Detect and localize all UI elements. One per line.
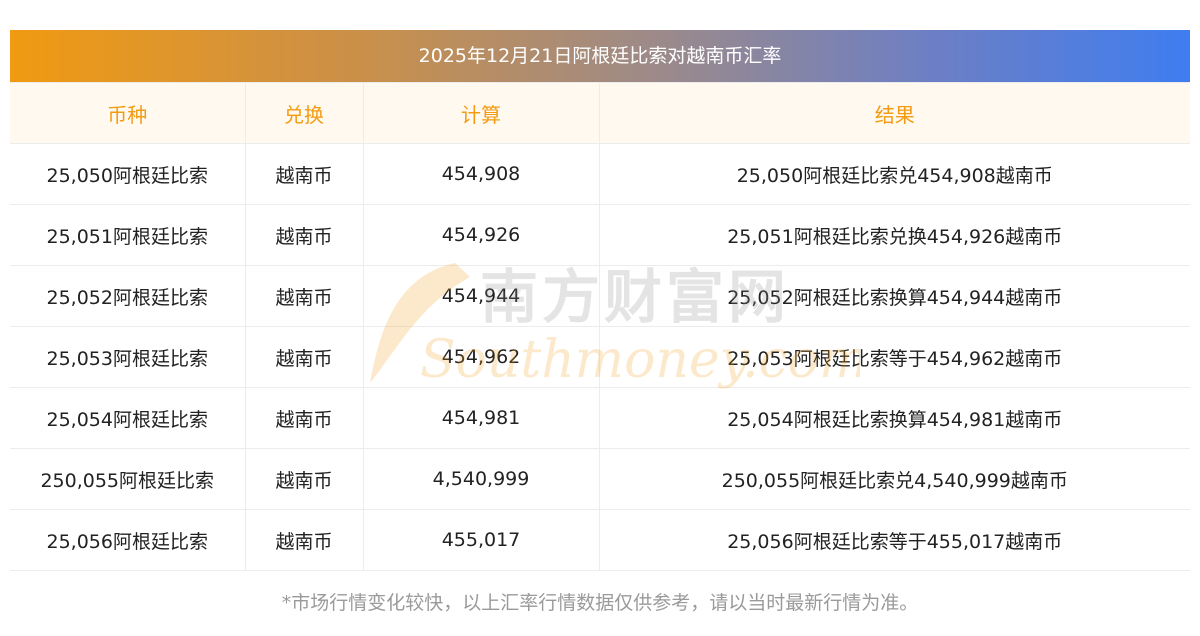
cell-currency: 25,054阿根廷比索	[10, 387, 246, 449]
cell-currency: 25,051阿根廷比索	[10, 204, 246, 266]
table-row: 25,054阿根廷比索 越南币 454,981 25,054阿根廷比索换算454…	[10, 387, 1190, 449]
cell-result: 25,054阿根廷比索换算454,981越南币	[598, 387, 1190, 449]
cell-calculation: 454,926	[362, 204, 600, 266]
table-row: 250,055阿根廷比索 越南币 4,540,999 250,055阿根廷比索兑…	[10, 448, 1190, 510]
cell-currency: 25,050阿根廷比索	[10, 143, 246, 205]
footnote-disclaimer: *市场行情变化较快，以上汇率行情数据仅供参考，请以当时最新行情为准。	[281, 592, 919, 614]
cell-result: 250,055阿根廷比索兑4,540,999越南币	[598, 448, 1190, 510]
cell-result: 25,050阿根廷比索兑454,908越南币	[598, 143, 1190, 205]
table-row: 25,050阿根廷比索 越南币 454,908 25,050阿根廷比索兑454,…	[10, 143, 1190, 205]
cell-calculation: 454,944	[362, 265, 600, 327]
cell-calculation: 454,962	[362, 326, 600, 388]
exchange-rate-table: 币种 兑换 计算 结果 25,050阿根廷比索 越南币 454,908 25,0…	[10, 82, 1190, 571]
cell-exchange: 越南币	[244, 143, 364, 205]
header-exchange: 兑换	[244, 82, 364, 144]
cell-calculation: 455,017	[362, 509, 600, 571]
cell-calculation: 4,540,999	[362, 448, 600, 510]
cell-result: 25,052阿根廷比索换算454,944越南币	[598, 265, 1190, 327]
cell-currency: 25,056阿根廷比索	[10, 509, 246, 571]
header-currency: 币种	[10, 82, 246, 144]
cell-exchange: 越南币	[244, 448, 364, 510]
table-row: 25,051阿根廷比索 越南币 454,926 25,051阿根廷比索兑换454…	[10, 204, 1190, 266]
page-title: 2025年12月21日阿根廷比索对越南币汇率	[10, 30, 1190, 82]
cell-exchange: 越南币	[244, 509, 364, 571]
cell-calculation: 454,908	[362, 143, 600, 205]
header-result: 结果	[598, 82, 1190, 144]
cell-exchange: 越南币	[244, 204, 364, 266]
table-row: 25,056阿根廷比索 越南币 455,017 25,056阿根廷比索等于455…	[10, 509, 1190, 571]
cell-calculation: 454,981	[362, 387, 600, 449]
cell-currency: 250,055阿根廷比索	[10, 448, 246, 510]
table-row: 25,052阿根廷比索 越南币 454,944 25,052阿根廷比索换算454…	[10, 265, 1190, 327]
cell-currency: 25,053阿根廷比索	[10, 326, 246, 388]
cell-result: 25,056阿根廷比索等于455,017越南币	[598, 509, 1190, 571]
cell-exchange: 越南币	[244, 387, 364, 449]
header-calculation: 计算	[362, 82, 600, 144]
cell-exchange: 越南币	[244, 265, 364, 327]
cell-currency: 25,052阿根廷比索	[10, 265, 246, 327]
table-header-row: 币种 兑换 计算 结果	[10, 82, 1190, 144]
table-row: 25,053阿根廷比索 越南币 454,962 25,053阿根廷比索等于454…	[10, 326, 1190, 388]
cell-result: 25,053阿根廷比索等于454,962越南币	[598, 326, 1190, 388]
cell-exchange: 越南币	[244, 326, 364, 388]
cell-result: 25,051阿根廷比索兑换454,926越南币	[598, 204, 1190, 266]
